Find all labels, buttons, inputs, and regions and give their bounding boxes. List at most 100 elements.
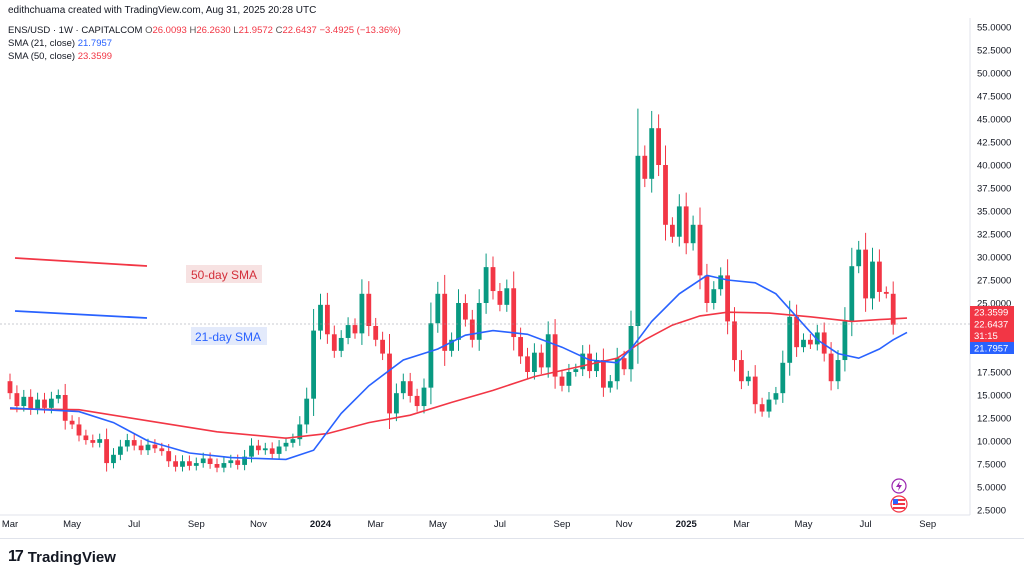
time-axis[interactable]: Mar May Jul Sep Nov 2024 Mar May Jul Sep Nov 2025 Ma… — [2, 519, 936, 530]
candle — [711, 281, 717, 310]
candle — [297, 416, 303, 446]
open-label: O — [145, 25, 153, 36]
candle — [759, 397, 765, 417]
price-tick-label: 55.0000 — [977, 23, 1011, 34]
candle — [180, 455, 185, 472]
candle-body — [483, 267, 489, 303]
price-tick-label: 45.0000 — [977, 115, 1011, 126]
sma50-annotation-line — [14, 257, 148, 267]
candle — [676, 194, 682, 247]
candle-body — [511, 288, 517, 338]
candle — [138, 439, 144, 455]
candle-body — [752, 376, 758, 405]
time-tick-label: Nov — [250, 519, 267, 530]
candle — [69, 415, 75, 430]
chart-credit: edithchuama created with TradingView.com… — [8, 5, 317, 16]
candle — [580, 345, 586, 377]
candle-body — [587, 353, 592, 372]
candle-body — [428, 323, 434, 388]
candle-body — [835, 360, 841, 382]
candle — [152, 439, 158, 453]
candle-body — [180, 461, 185, 467]
candle — [787, 300, 793, 376]
symbol-title[interactable]: ENS/USD · 1W · CAPITALCOM — [8, 25, 143, 36]
candle-body — [297, 424, 303, 440]
legend-sma21[interactable]: SMA (21, close) 21.7957 — [8, 37, 401, 50]
time-tick-label: Sep — [188, 519, 205, 530]
candle-body — [331, 334, 337, 351]
candle — [697, 207, 703, 290]
candle-body — [518, 337, 523, 357]
candle-body — [739, 360, 744, 382]
candle — [187, 455, 192, 471]
candle-body — [642, 155, 648, 179]
candle-body — [352, 325, 358, 334]
candle — [780, 350, 786, 403]
candle-body — [463, 303, 468, 320]
candle — [504, 279, 510, 312]
price-tick-label: 27.5000 — [977, 276, 1011, 287]
candle-body — [525, 356, 530, 372]
candle — [400, 373, 406, 400]
low-value: 21.9572 — [238, 25, 273, 36]
candle — [304, 387, 310, 434]
sma21-annotation-text: 21-day SMA — [195, 330, 261, 344]
candle-body — [842, 321, 848, 361]
sma21-line — [9, 274, 908, 461]
candle-body — [849, 266, 855, 322]
candle-body — [704, 275, 710, 303]
sma21-label: SMA (21, close) — [8, 38, 76, 49]
candle-body — [256, 445, 261, 451]
candle — [449, 332, 454, 357]
price-chart[interactable]: 50-day SMA 21-day SMA 55.0000 52.5000 50.0… — [0, 0, 1024, 540]
candle-body — [76, 424, 82, 436]
price-tick-label: 35.0000 — [977, 207, 1011, 218]
price-tick-label: 5.0000 — [977, 483, 1006, 494]
candle-body — [890, 293, 896, 325]
candle-body — [35, 399, 40, 409]
candle — [173, 455, 178, 472]
close-badge — [970, 318, 1014, 342]
candle — [83, 429, 89, 445]
price-axis[interactable]: 55.0000 52.5000 50.0000 47.5000 45.0000 42.50… — [977, 23, 1011, 517]
sma21-annotation-box — [191, 327, 267, 345]
candle-body — [83, 435, 89, 441]
candle — [28, 389, 34, 415]
candle — [242, 449, 247, 471]
candle-body — [456, 303, 461, 340]
candle — [407, 372, 413, 403]
time-tick-label: May — [795, 519, 813, 530]
price-tick-label: 2.5000 — [977, 506, 1006, 517]
candle — [55, 389, 61, 404]
candle — [704, 263, 710, 313]
candle-body — [69, 420, 75, 425]
tradingview-logo[interactable]: 17 TradingView — [8, 548, 116, 566]
event-icons[interactable] — [890, 478, 908, 513]
candle-body — [676, 206, 682, 237]
candle-body — [242, 456, 247, 465]
candle — [538, 344, 544, 375]
sma50-value: 23.3599 — [77, 51, 113, 62]
candle — [131, 434, 137, 451]
candle — [97, 433, 103, 448]
candle-body — [435, 293, 441, 324]
price-tick-label: 42.5000 — [977, 138, 1011, 149]
candle-body — [235, 460, 241, 465]
candle — [76, 417, 82, 442]
legend-sma50[interactable]: SMA (50, close) 23.3599 — [8, 50, 401, 63]
candle-body — [28, 396, 34, 409]
candle — [842, 307, 848, 372]
candle-body — [228, 460, 234, 464]
candle-body — [718, 275, 724, 290]
candle — [725, 259, 730, 335]
candle — [663, 145, 668, 241]
candle-body — [249, 445, 254, 457]
candle — [111, 448, 116, 469]
candle-body — [573, 369, 579, 372]
open-value: 26.0093 — [152, 25, 187, 36]
sma50-badge — [970, 306, 1014, 318]
candle-body — [621, 358, 627, 370]
candle-body — [545, 334, 551, 368]
candle — [890, 281, 896, 335]
candle — [559, 369, 565, 392]
